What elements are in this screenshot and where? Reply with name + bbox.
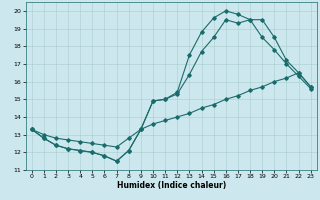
X-axis label: Humidex (Indice chaleur): Humidex (Indice chaleur)	[116, 181, 226, 190]
